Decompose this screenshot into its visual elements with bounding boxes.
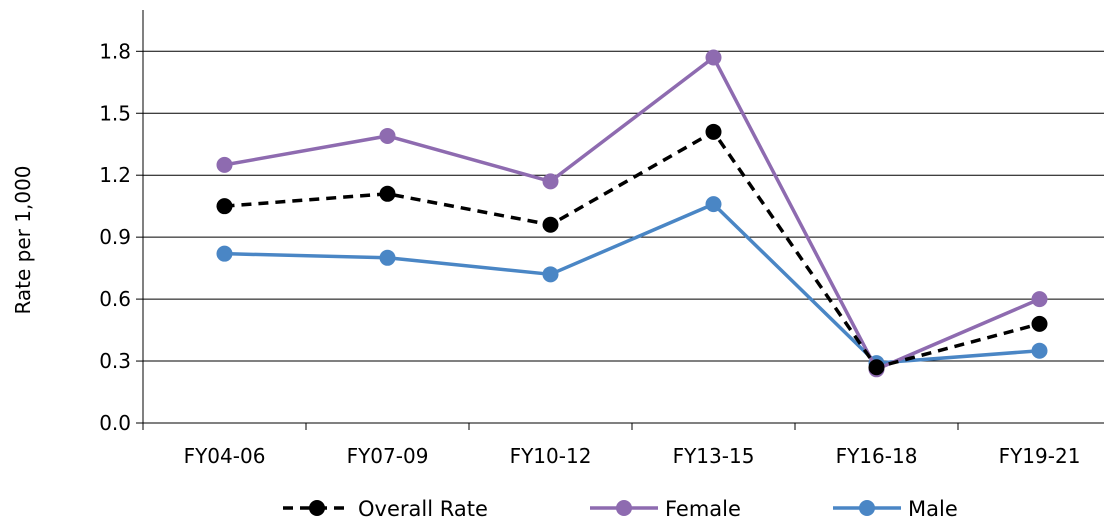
y-tick-label: 0.6 <box>99 287 131 311</box>
series-female <box>216 49 1048 378</box>
x-tick-label: FY07-09 <box>347 444 429 468</box>
data-point <box>705 123 722 140</box>
series-overall-rate <box>216 123 1048 376</box>
series-line <box>224 130 1040 369</box>
legend: Overall Rate Female Male <box>283 497 958 521</box>
y-tick-label: 0.9 <box>99 225 131 249</box>
data-point <box>379 249 396 266</box>
y-tick-label: 1.8 <box>99 39 131 63</box>
x-tick-label: FY16-18 <box>836 444 918 468</box>
legend-item: Male <box>833 497 958 521</box>
data-point <box>216 245 233 262</box>
series-line <box>224 55 1041 372</box>
x-tick-label: FY19-21 <box>999 444 1081 468</box>
gridlines <box>143 50 1104 362</box>
y-tick-label: 0.0 <box>99 411 131 435</box>
legend-swatch-marker <box>309 500 325 516</box>
data-point <box>216 198 233 215</box>
legend-swatch-marker <box>616 500 632 516</box>
data-point <box>542 216 559 233</box>
data-point <box>379 127 396 144</box>
series-line <box>224 202 1040 365</box>
x-tick-label: FY10-12 <box>510 444 592 468</box>
y-tick-label: 1.5 <box>99 101 131 125</box>
y-axis-title: Rate per 1,000 <box>11 165 35 314</box>
y-tick-label: 1.2 <box>99 163 131 187</box>
data-point <box>542 173 559 190</box>
data-point <box>868 359 885 376</box>
data-point <box>216 156 233 173</box>
series-lines <box>216 49 1048 378</box>
axes <box>136 10 1104 430</box>
x-tick-labels: FY04-06 FY07-09 FY10-12 FY13-15 FY16-18 FY19-… <box>184 444 1081 468</box>
legend-label: Female <box>665 497 741 521</box>
legend-swatch-marker <box>859 500 875 516</box>
data-point <box>1031 291 1048 308</box>
legend-item: Overall Rate <box>283 497 488 521</box>
legend-item: Female <box>590 497 741 521</box>
series-male <box>216 196 1048 372</box>
x-tick-label: FY04-06 <box>184 444 266 468</box>
data-point <box>1031 342 1048 359</box>
data-point <box>379 185 396 202</box>
data-point <box>542 266 559 283</box>
y-tick-label: 0.3 <box>99 349 131 373</box>
data-point <box>705 196 722 213</box>
y-tick-labels: 0.0 0.3 0.6 0.9 1.2 1.5 1.8 <box>99 39 131 435</box>
data-point <box>1031 315 1048 332</box>
legend-label: Male <box>908 497 958 521</box>
legend-label: Overall Rate <box>358 497 488 521</box>
x-tick-label: FY13-15 <box>673 444 755 468</box>
data-point <box>705 49 722 66</box>
